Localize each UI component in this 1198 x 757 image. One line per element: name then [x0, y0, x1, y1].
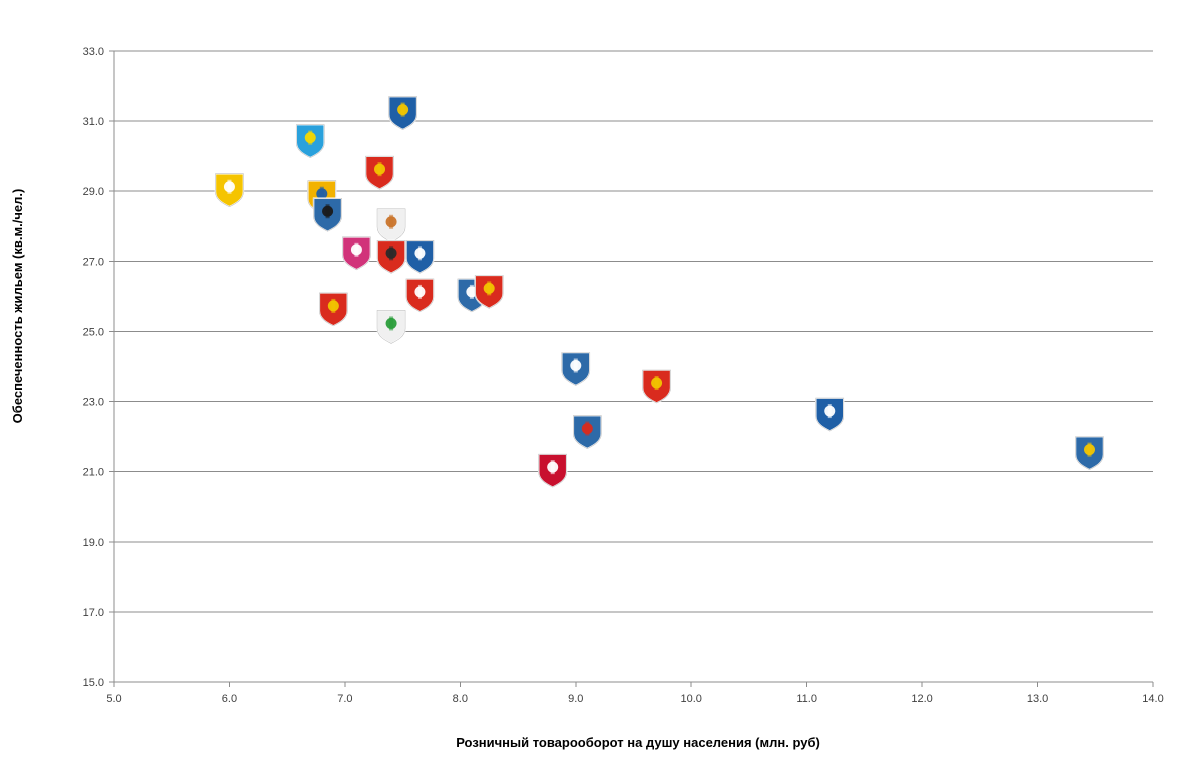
y-tick-label: 21.0 — [83, 467, 104, 479]
y-tick-label: 31.0 — [83, 116, 104, 128]
x-tick-label: 13.0 — [1027, 693, 1048, 705]
axes — [109, 50, 1154, 687]
x-tick-label: 11.0 — [796, 693, 817, 705]
coat-of-arms-pink-knight-icon — [341, 236, 372, 271]
x-tick-label: 10.0 — [681, 693, 702, 705]
coat-of-arms-blue-castle-icon — [561, 351, 591, 387]
x-tick-label: 14.0 — [1142, 693, 1163, 705]
coat-of-arms-ornate-blue-icon — [572, 414, 603, 450]
coat-of-arms-blue-eagle-icon — [312, 197, 343, 233]
coat-of-arms-lightblue-goat-icon — [295, 123, 326, 159]
coat-of-arms-red-gold-deer-icon — [641, 369, 672, 404]
coat-of-arms-white-church-icon — [376, 309, 406, 345]
coat-of-arms-blue-triangle-icon — [387, 95, 418, 131]
coat-of-arms-red-pahonia-icon — [405, 278, 435, 313]
coat-of-arms-crossed-axes-icon — [376, 208, 406, 243]
y-tick-label: 27.0 — [83, 256, 104, 268]
x-tick-label: 8.0 — [453, 693, 468, 705]
x-axis-title: Розничный товарооборот на душу населения… — [456, 735, 820, 750]
x-tick-label: 12.0 — [911, 693, 932, 705]
coat-of-arms-red-bow-icon — [318, 292, 349, 327]
x-tick-label: 9.0 — [568, 693, 583, 705]
y-tick-label: 33.0 — [83, 46, 104, 58]
x-tick-label: 6.0 — [222, 693, 237, 705]
data-points — [214, 95, 1105, 488]
coat-of-arms-blue-bow-icon — [815, 397, 845, 432]
coat-of-arms-red-white-cross-icon — [537, 453, 568, 488]
y-tick-label: 19.0 — [83, 537, 104, 549]
gridlines — [114, 50, 1153, 683]
y-tick-label: 17.0 — [83, 607, 104, 619]
x-tick-label: 5.0 — [106, 693, 121, 705]
coat-of-arms-blue-star-crescent-icon — [405, 239, 435, 275]
x-tick-label: 7.0 — [337, 693, 352, 705]
y-tick-label: 23.0 — [83, 397, 104, 409]
y-tick-label: 15.0 — [83, 677, 104, 689]
y-tick-label: 29.0 — [83, 186, 104, 198]
x-tick-labels: 5.0 6.0 7.0 8.0 9.0 10.0 11.0 12.0 13.0 14.0 — [106, 693, 1163, 705]
y-tick-labels: 15.0 17.0 19.0 21.0 23.0 25.0 27.0 29.0 31.0 33.0 — [83, 46, 104, 689]
coat-of-arms-red-gold-crown-icon — [474, 274, 504, 310]
coat-of-arms-yellow-white-icon — [214, 172, 245, 208]
y-axis-title: Обеспеченность жильем (кв.м./чел.) — [10, 189, 25, 424]
y-tick-label: 25.0 — [83, 326, 104, 338]
coat-of-arms-red-gold-beasts-icon — [364, 155, 395, 191]
coat-of-arms-red-rider-icon — [376, 239, 406, 275]
coat-of-arms-blue-madonna-icon — [1074, 435, 1105, 471]
